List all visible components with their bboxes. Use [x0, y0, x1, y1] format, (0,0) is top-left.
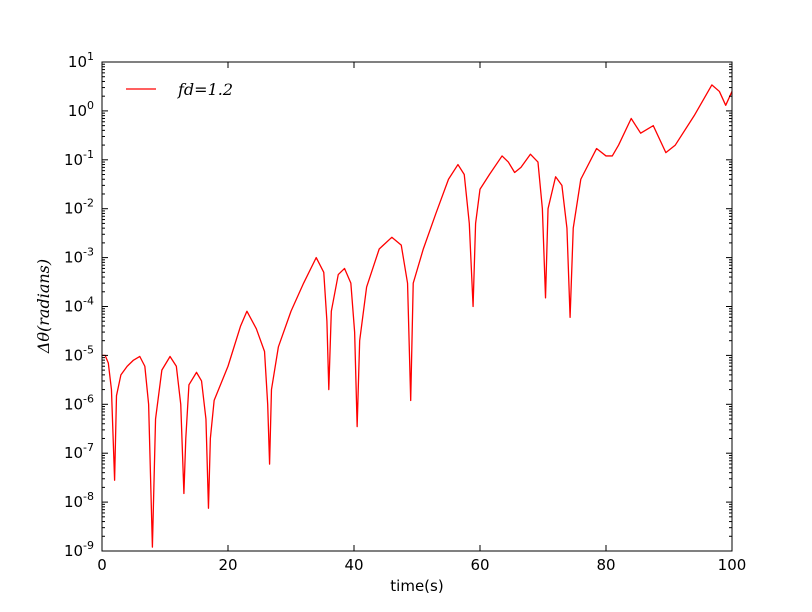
legend-label: fd=1.2: [177, 80, 233, 99]
x-tick-label: 40: [344, 556, 363, 574]
y-tick-label: 10-8: [64, 490, 94, 511]
y-tick-label: 10-2: [64, 197, 94, 218]
y-tick-label: 10-1: [64, 148, 94, 169]
legend: fd=1.2: [126, 80, 233, 99]
x-tick-label: 60: [470, 556, 489, 574]
y-tick-label: 10-6: [64, 392, 94, 413]
x-tick-label: 20: [218, 556, 237, 574]
y-tick-label: 10-4: [64, 295, 94, 316]
x-tick-label: 100: [718, 556, 747, 574]
y-tick-label: 10-7: [64, 441, 94, 462]
y-tick-label: 100: [68, 99, 94, 120]
x-tick-label: 80: [596, 556, 615, 574]
y-tick-label: 10-9: [64, 539, 94, 560]
y-tick-label: 10-5: [64, 343, 94, 364]
series-line-0: [102, 84, 733, 548]
x-axis-title: time(s): [390, 577, 443, 595]
y-tick-label: 101: [68, 50, 94, 71]
y-tick-label: 10-3: [64, 246, 94, 267]
x-tick-label: 0: [97, 556, 107, 574]
y-axis-title: Δθ(radians): [34, 259, 53, 354]
